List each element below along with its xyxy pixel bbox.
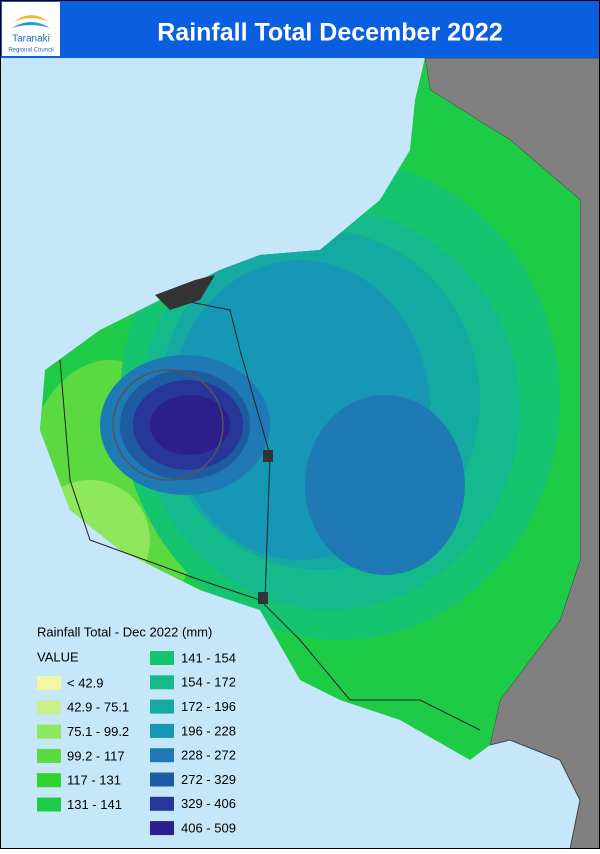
legend-swatch bbox=[150, 773, 174, 787]
legend-label: 99.2 - 117 bbox=[67, 748, 125, 763]
legend-swatch bbox=[37, 749, 61, 763]
legend-label: 141 - 154 bbox=[181, 650, 236, 665]
legend-label: 196 - 228 bbox=[181, 723, 236, 738]
legend-swatch bbox=[37, 773, 61, 787]
legend-title: Rainfall Total - Dec 2022 (mm) bbox=[37, 624, 212, 639]
legend-label: 117 - 131 bbox=[67, 773, 121, 788]
legend-label: 131 - 141 bbox=[67, 797, 122, 812]
town bbox=[258, 592, 268, 604]
legend-swatch bbox=[150, 700, 174, 714]
logo-text: Taranaki bbox=[12, 34, 50, 45]
legend-label: 228 - 272 bbox=[181, 748, 236, 763]
legend-label: 172 - 196 bbox=[181, 699, 236, 714]
legend-swatch bbox=[150, 724, 174, 738]
legend-swatch bbox=[37, 725, 61, 739]
legend-swatch bbox=[37, 676, 61, 690]
legend-label: 154 - 172 bbox=[181, 675, 236, 690]
town bbox=[263, 450, 273, 462]
legend-field: VALUE bbox=[37, 649, 79, 664]
legend-swatch bbox=[150, 675, 174, 689]
legend-label: 406 - 509 bbox=[181, 821, 236, 836]
legend-label: 272 - 329 bbox=[181, 772, 236, 787]
legend-swatch bbox=[37, 798, 61, 812]
map-page: Taranaki Regional Council Rainfall Total… bbox=[0, 0, 600, 849]
legend-swatch bbox=[150, 651, 174, 665]
legend-label: 329 - 406 bbox=[181, 796, 236, 811]
legend-label: < 42.9 bbox=[67, 675, 104, 690]
legend-swatch bbox=[37, 700, 61, 714]
logo-subtext: Regional Council bbox=[8, 48, 53, 54]
legend-swatch bbox=[150, 748, 174, 762]
legend-swatch bbox=[150, 821, 174, 835]
legend-label: 42.9 - 75.1 bbox=[67, 700, 129, 715]
legend-swatch bbox=[150, 797, 174, 811]
legend-label: 75.1 - 99.2 bbox=[67, 724, 129, 739]
title: Rainfall Total December 2022 bbox=[157, 19, 503, 47]
